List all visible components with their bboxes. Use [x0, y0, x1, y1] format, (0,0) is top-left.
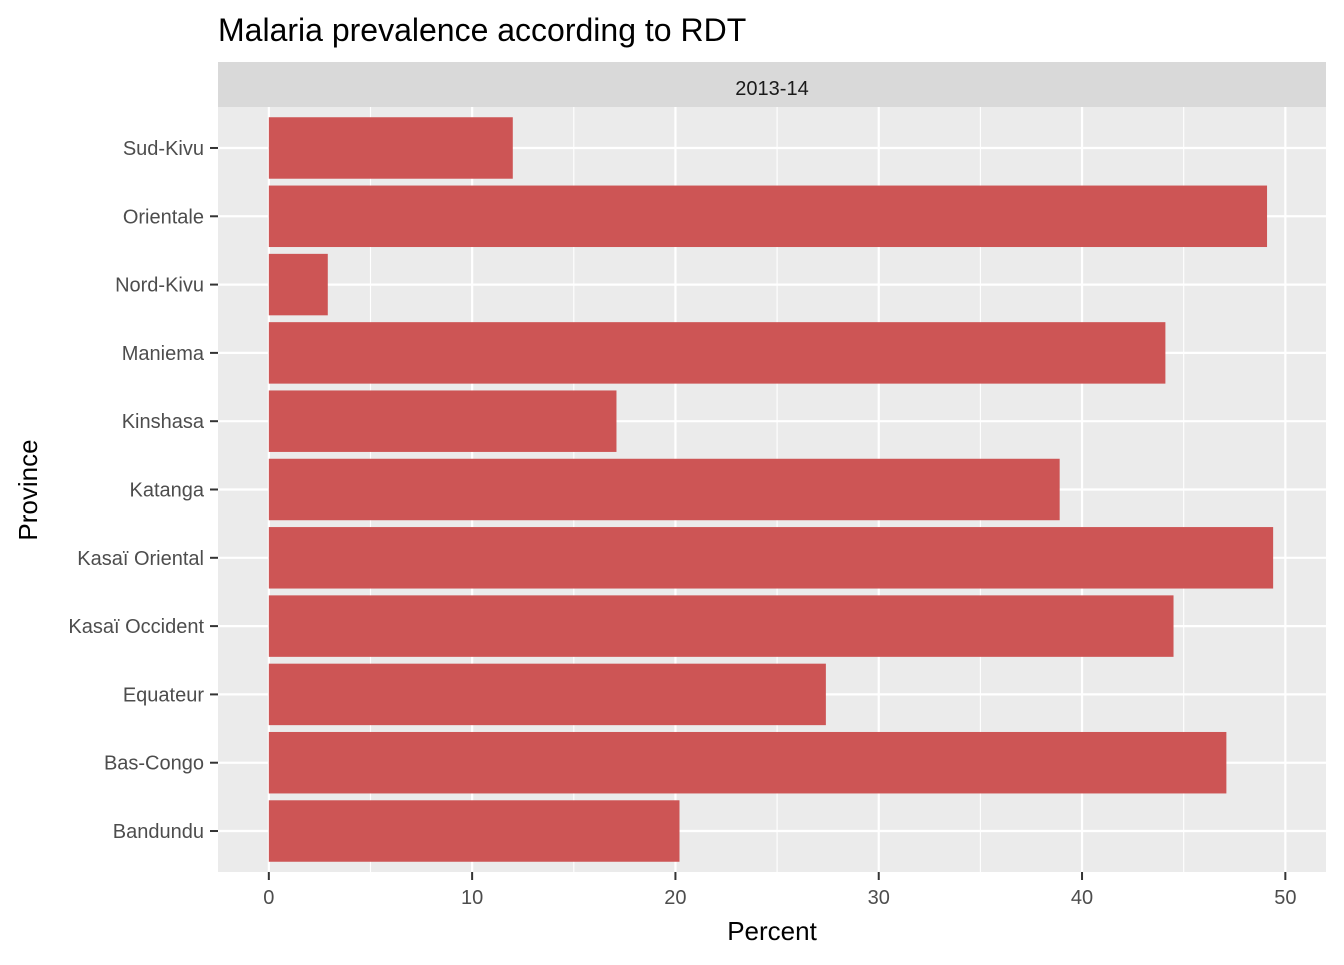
bar-sud-kivu: [268, 117, 513, 179]
y-tick-label: Kasaï Oriental: [77, 548, 204, 570]
y-tick-label: Kasaï Occident: [68, 616, 204, 638]
x-tick-label: 10: [461, 887, 483, 909]
x-tick-label: 20: [664, 887, 686, 909]
bar-kasa-occident: [268, 595, 1174, 657]
y-tick-label: Equateur: [123, 684, 205, 706]
facet-strip-label: 2013-14: [735, 78, 808, 100]
y-tick-label: Maniema: [122, 343, 205, 365]
bars: [268, 117, 1274, 862]
x-tick-label: 50: [1274, 887, 1296, 909]
y-tick-label: Katanga: [129, 480, 204, 502]
y-axis-title: Province: [13, 439, 43, 540]
bar-nord-kivu: [268, 253, 328, 316]
y-tick-label: Kinshasa: [122, 411, 205, 433]
bar-kinshasa: [268, 390, 617, 452]
y-axis: Bandundu Bas-Congo Equateur Kasaï Occident K…: [68, 138, 218, 843]
bar-maniema: [268, 322, 1166, 384]
y-tick-label: Orientale: [123, 206, 204, 228]
x-tick-label: 40: [1071, 887, 1093, 909]
bar-kasa-oriental: [268, 527, 1274, 589]
bar-bandundu: [268, 800, 680, 862]
bar-bas-congo: [268, 731, 1227, 794]
x-axis: 0 10 20 30 40 50: [263, 872, 1296, 909]
x-tick-label: 0: [263, 887, 274, 909]
chart-title: Malaria prevalence according to RDT: [218, 12, 746, 48]
bar-orientale: [268, 185, 1268, 248]
bar-equateur: [268, 663, 826, 726]
bar-katanga: [268, 458, 1060, 521]
y-tick-label: Nord-Kivu: [115, 275, 204, 297]
facet-strip: [218, 62, 1326, 107]
y-tick-label: Bas-Congo: [104, 753, 204, 775]
x-axis-title: Percent: [727, 916, 817, 946]
y-tick-label: Bandundu: [113, 821, 204, 843]
y-tick-label: Sud-Kivu: [123, 138, 204, 160]
x-tick-label: 30: [868, 887, 890, 909]
